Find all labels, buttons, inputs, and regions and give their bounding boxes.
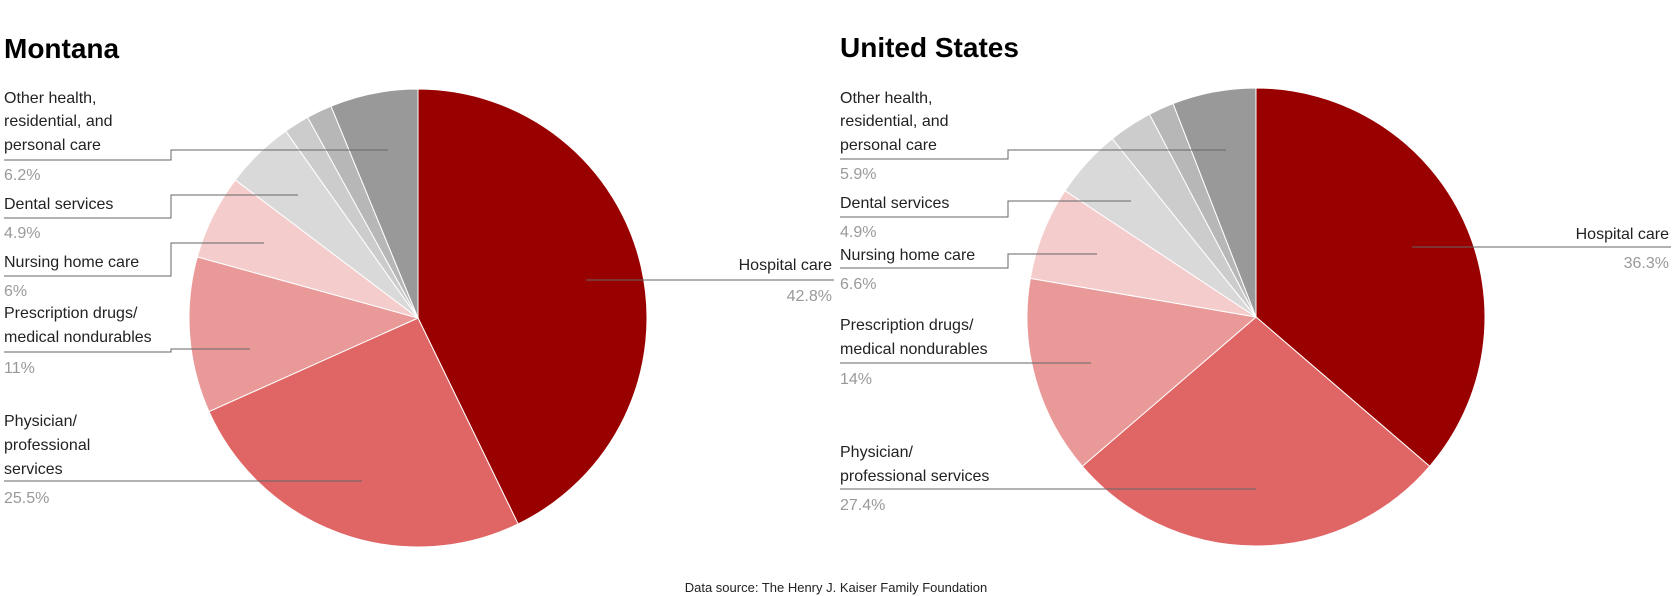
- chart-title: Montana: [4, 33, 120, 64]
- slice-value-hospital: 42.8%: [787, 288, 832, 305]
- leader-line: [4, 242, 264, 277]
- slice-value-prescription: 11%: [4, 360, 35, 377]
- slice-label-dental: Dental services: [4, 196, 113, 213]
- pie-slice-physician-professional-services: [208, 317, 519, 548]
- montana-chart: Montana Other health, residential, and per…: [4, 33, 834, 548]
- slice-label-prescription: Prescription drugs/medical nondurables: [4, 305, 152, 346]
- pie-slice-other-health-residential-and-personal-care: [1172, 87, 1257, 318]
- slice-value-dental: 4.9%: [840, 224, 876, 241]
- leader-line: [4, 348, 250, 353]
- leader-line: [840, 253, 1097, 269]
- slice-label-other: Other health, residential, and personal ca…: [840, 90, 949, 154]
- slice-value-dental: 4.9%: [4, 225, 40, 242]
- slice-value-other: 5.9%: [840, 166, 876, 183]
- data-source: Data source: The Henry J. Kaiser Family …: [685, 580, 988, 595]
- slice-value-nursing: 6%: [4, 283, 27, 300]
- slice-value-hospital: 36.3%: [1624, 255, 1669, 272]
- pie-slice-prescription-drugs-medical-nondurables: [1026, 277, 1258, 467]
- pie-slice-hospital-care: [417, 88, 648, 525]
- pie-slice-other-health-residential-and-personal-care: [330, 88, 419, 319]
- slice-label-physician: Physician/professional services: [4, 413, 90, 478]
- slice-label-dental: Dental services: [840, 195, 949, 212]
- slice-value-nursing: 6.6%: [840, 276, 876, 293]
- slice-label-nursing: Nursing home care: [4, 254, 139, 271]
- chart-title: United States: [840, 32, 1019, 63]
- leader-line: [840, 200, 1131, 218]
- pie-slice-hospital-care: [1255, 87, 1486, 467]
- slice-value-prescription: 14%: [840, 371, 872, 388]
- slice-label-other: Other health, residential, and personal ca…: [4, 90, 113, 154]
- labels-us: Other health, residential, and personal ca…: [840, 90, 1671, 514]
- pie-slice-prescription-drugs-medical-nondurables: [188, 256, 420, 413]
- slice-label-prescription: Prescription drugs/medical nondurables: [840, 317, 988, 358]
- labels-montana: Other health, residential, and personal ca…: [4, 90, 834, 507]
- slice-value-other: 6.2%: [4, 167, 40, 184]
- us-chart: United States Other health, residential, …: [840, 32, 1671, 547]
- slice-value-physician: 27.4%: [840, 497, 885, 514]
- leader-line: [4, 194, 298, 219]
- slice-label-hospital: Hospital care: [1576, 226, 1669, 243]
- slice-label-physician: Physician/professional services: [840, 444, 989, 485]
- pie-united-states: [1026, 87, 1486, 547]
- slice-label-nursing: Nursing home care: [840, 247, 975, 264]
- pie-montana: [188, 88, 648, 548]
- slice-label-hospital: Hospital care: [739, 257, 832, 274]
- leader-line: [840, 149, 1226, 160]
- leader-line: [4, 149, 388, 161]
- slice-value-physician: 25.5%: [4, 490, 49, 507]
